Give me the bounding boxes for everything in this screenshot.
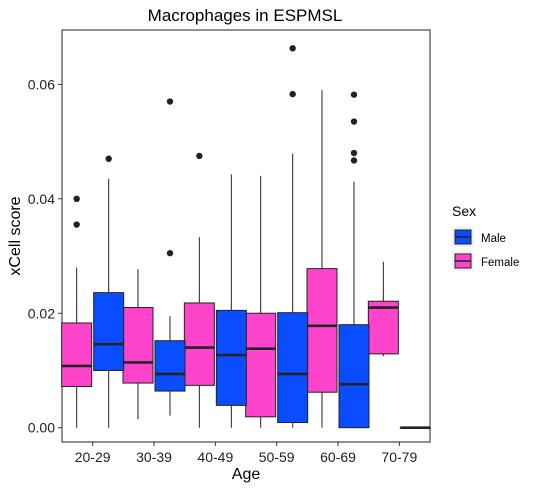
- box-body: [367, 300, 399, 355]
- box-body: [277, 312, 309, 424]
- outlier-point: [289, 90, 296, 98]
- box-female-20-29: [61, 195, 93, 428]
- outlier-point: [350, 91, 358, 98]
- chart-title: Macrophages in ESPMSL: [148, 6, 343, 25]
- box-female-40-49: [183, 152, 215, 428]
- box-female-70-79: [367, 261, 399, 357]
- box-male-50-59: [277, 45, 309, 428]
- box-male-40-49: [215, 174, 247, 428]
- outlier-point: [196, 152, 203, 160]
- outlier-point: [166, 98, 174, 105]
- box-body: [61, 322, 93, 387]
- x-axis: 20-29 30-39 40-49 50-59 60-69 70-79: [75, 442, 417, 465]
- series-female: [61, 90, 399, 428]
- x-tick-label: 50-59: [259, 449, 295, 465]
- box-body: [338, 324, 370, 429]
- outlier-point: [350, 157, 358, 164]
- box-body: [93, 292, 125, 371]
- y-axis: 0.00 0.02 0.04 0.06: [28, 76, 62, 436]
- box-body: [215, 309, 247, 406]
- x-tick-label: 60-69: [320, 449, 356, 465]
- y-tick-label: 0.04: [28, 191, 55, 207]
- box-female-60-69: [306, 90, 338, 428]
- legend-label-male: Male: [481, 233, 506, 245]
- y-tick-label: 0.06: [28, 76, 55, 92]
- outlier-point: [350, 118, 358, 125]
- box-male-70-79: [399, 426, 431, 429]
- box-body: [122, 307, 154, 384]
- y-tick-label: 0.00: [28, 420, 55, 436]
- box-female-50-59: [245, 175, 277, 428]
- outlier-point: [73, 221, 80, 228]
- box-male-20-29: [93, 155, 125, 428]
- y-axis-label: xCell score: [7, 196, 24, 275]
- x-tick-label: 20-29: [75, 449, 111, 465]
- box-series: [61, 45, 431, 429]
- x-tick-label: 40-49: [197, 449, 233, 465]
- box-body: [183, 302, 215, 386]
- box-body: [154, 340, 186, 392]
- legend-title: Sex: [452, 203, 476, 219]
- box-male-30-39: [154, 98, 186, 416]
- outlier-point: [105, 155, 112, 162]
- outlier-point: [289, 45, 296, 52]
- x-axis-label: Age: [232, 466, 261, 483]
- outlier-point: [166, 249, 174, 257]
- x-tick-label: 70-79: [381, 449, 417, 465]
- y-tick-label: 0.02: [28, 305, 55, 321]
- outlier-point: [350, 149, 358, 157]
- box-body: [245, 312, 277, 418]
- x-tick-label: 30-39: [136, 449, 172, 465]
- box-male-60-69: [338, 91, 370, 429]
- series-male: [93, 45, 431, 429]
- box-body: [306, 268, 338, 393]
- legend: Sex Male Female: [452, 203, 519, 271]
- outlier-point: [73, 195, 80, 203]
- legend-label-female: Female: [481, 257, 519, 269]
